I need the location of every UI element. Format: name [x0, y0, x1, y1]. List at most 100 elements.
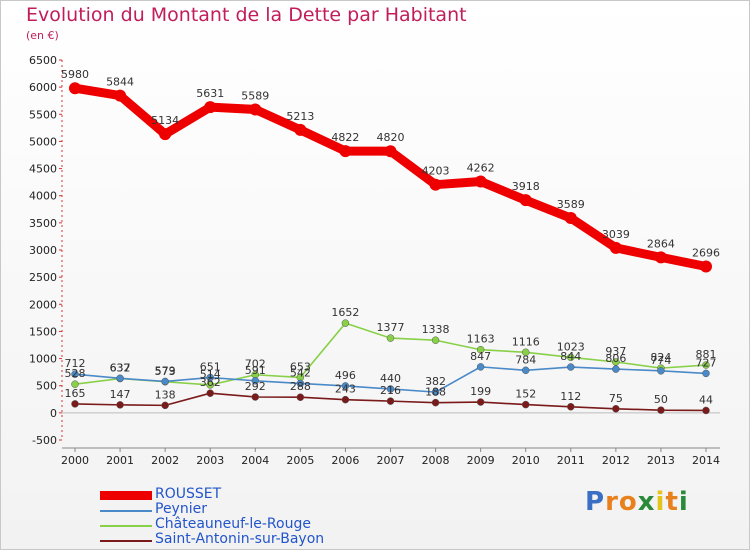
data-label: 4820: [377, 131, 405, 144]
legend-swatch: [100, 540, 152, 542]
data-label: 573: [155, 365, 176, 378]
y-tick-label: 2500: [29, 271, 57, 284]
data-label: 199: [470, 385, 491, 398]
brand-letter: P: [585, 487, 606, 517]
y-tick-label: 6000: [29, 81, 57, 94]
brand-letter: x: [637, 487, 656, 517]
brand-letter: i: [655, 487, 666, 517]
x-tick-label: 2013: [647, 454, 675, 467]
data-point: [474, 175, 487, 188]
data-label: 1652: [331, 306, 359, 319]
data-label: 288: [290, 380, 311, 393]
data-label: 528: [65, 367, 86, 380]
data-label: 147: [110, 388, 131, 401]
data-label: 774: [650, 354, 671, 367]
data-point: [71, 380, 79, 388]
data-point: [386, 397, 395, 405]
data-point: [476, 345, 485, 354]
data-point: [161, 401, 169, 410]
data-point: [294, 123, 307, 136]
data-label: 806: [605, 352, 626, 365]
x-tick-label: 2005: [286, 454, 314, 467]
data-label: 2696: [692, 247, 720, 260]
x-tick-label: 2009: [467, 454, 495, 467]
data-point: [700, 260, 712, 273]
data-point: [71, 370, 79, 378]
data-point: [521, 400, 530, 409]
data-label: 5589: [241, 89, 269, 102]
data-label: 937: [605, 345, 626, 358]
data-point: [564, 212, 577, 225]
y-tick-label: 3500: [29, 217, 57, 230]
data-point: [159, 128, 172, 141]
y-tick-label: 0: [50, 407, 57, 420]
y-tick-label: 500: [36, 380, 57, 393]
data-point: [206, 389, 214, 397]
data-point: [341, 382, 350, 390]
data-label: 637: [110, 361, 131, 374]
y-tick-label: 6500: [29, 54, 57, 67]
x-tick-label: 2003: [196, 454, 224, 467]
data-label: 4262: [467, 161, 495, 174]
data-point: [71, 400, 79, 408]
y-tick-label: 4500: [29, 163, 57, 176]
x-tick-label: 2014: [692, 454, 720, 467]
legend-label: Saint-Antonin-sur-Bayon: [155, 531, 325, 547]
data-label: 5631: [196, 87, 224, 100]
data-point: [341, 319, 350, 327]
legend-swatch: [100, 525, 152, 527]
y-tick-label: 5000: [29, 135, 57, 148]
data-point: [567, 403, 575, 411]
legend-label: ROUSSET: [155, 486, 222, 502]
data-label: 243: [335, 383, 356, 396]
chart-unit: (en €): [26, 29, 59, 42]
data-label: 138: [155, 388, 176, 401]
data-label: 112: [560, 390, 581, 403]
data-point: [384, 145, 397, 158]
data-label: 784: [515, 353, 536, 366]
x-tick-label: 2011: [557, 454, 585, 467]
data-point: [609, 241, 622, 254]
data-label: 165: [65, 387, 86, 400]
y-tick-label: 1000: [29, 353, 57, 366]
data-label: 3918: [512, 180, 540, 193]
y-tick-label: 4000: [29, 190, 57, 203]
data-point: [386, 334, 395, 342]
data-point: [657, 367, 665, 375]
data-point: [161, 377, 169, 386]
data-label: 152: [515, 388, 536, 401]
x-tick-label: 2000: [61, 454, 89, 467]
data-label: 881: [696, 348, 717, 361]
data-label: 844: [560, 350, 581, 363]
data-label: 4203: [422, 165, 450, 178]
data-point: [116, 374, 124, 383]
data-point: [519, 194, 532, 207]
data-label: 824: [650, 351, 671, 364]
data-label: 382: [425, 375, 446, 388]
data-point: [296, 379, 305, 388]
data-label: 5213: [286, 110, 314, 123]
brand-letter: r: [605, 487, 619, 517]
data-point: [251, 393, 260, 401]
x-tick-label: 2004: [241, 454, 269, 467]
data-label: 1338: [422, 323, 450, 336]
data-label: 632: [110, 362, 131, 375]
data-point: [339, 145, 352, 158]
x-tick-label: 2006: [331, 454, 359, 467]
data-point: [612, 365, 620, 373]
y-tick-label: 3000: [29, 244, 57, 257]
data-point: [429, 178, 442, 191]
data-label: 712: [65, 357, 86, 370]
legend-swatch: [100, 491, 152, 500]
data-label: 1377: [377, 321, 405, 334]
brand-letter: t: [665, 487, 679, 517]
legend-swatch: [100, 510, 152, 512]
data-label: 292: [245, 380, 266, 393]
data-point: [386, 385, 395, 393]
data-point: [521, 348, 530, 357]
data-point: [612, 405, 620, 413]
data-label: 75: [609, 392, 623, 405]
data-point: [251, 377, 260, 385]
data-point: [657, 406, 665, 414]
